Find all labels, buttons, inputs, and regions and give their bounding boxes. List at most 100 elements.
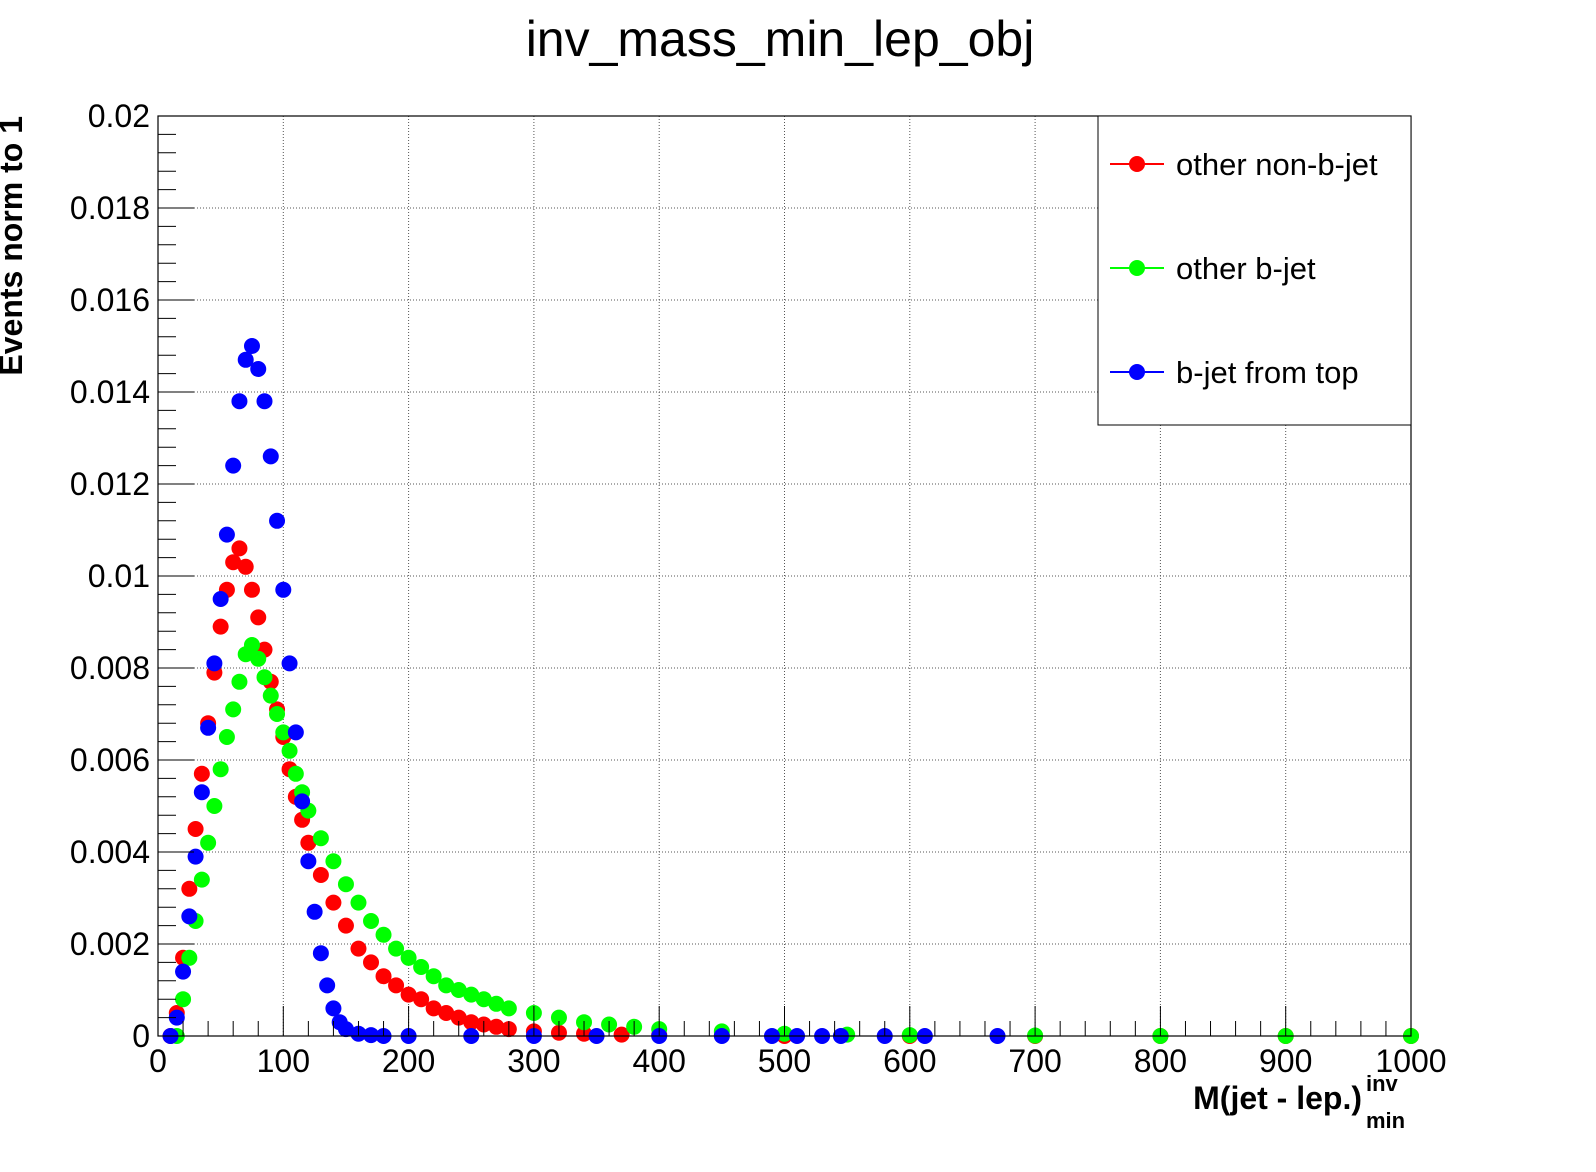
data-point [181,908,198,925]
y-tick-label: 0.018 [70,190,150,226]
x-tick-label: 900 [1259,1043,1312,1079]
data-point [193,765,210,782]
data-point [275,581,292,598]
axis-ticks: 0 100 200 300 400 500 600 700 800 900 1000 0 0.002 0.… [70,98,1447,1079]
legend: other non-b-jet other b-jet b-jet from top [1097,115,1412,426]
data-point [413,991,430,1008]
x-tick-label: 400 [633,1043,686,1079]
legend-label: other non-b-jet [1176,147,1378,182]
series-1 [162,540,1419,1044]
data-point [337,1021,354,1038]
legend-label: b-jet from top [1176,355,1359,390]
data-point [287,724,304,741]
x-tick-label: 600 [883,1043,936,1079]
data-point [269,706,286,722]
data-point [212,761,229,778]
data-point [400,986,417,1003]
data-point [375,926,392,943]
data-point [388,940,405,957]
data-point [337,917,354,934]
data-point [250,361,267,377]
data-point [438,977,455,994]
data-point [231,540,248,557]
data-point [312,830,329,847]
data-point [175,991,192,1008]
y-tick-label: 0.008 [70,650,150,686]
data-point [225,554,242,571]
y-tick-label: 0.012 [70,466,150,502]
legend-entry: b-jet from top [1110,355,1359,390]
data-point [231,673,248,690]
data-point [350,940,367,957]
data-point [187,821,204,837]
x-axis-title-main: M(jet - lep.) [1193,1080,1362,1116]
data-point [256,393,273,410]
data-point [287,765,304,782]
data-point [243,581,260,598]
legend-marker [1129,156,1145,172]
data-point [212,591,229,607]
x-tick-label: 200 [382,1043,435,1079]
legend-entry: other b-jet [1110,251,1316,286]
data-point [225,457,242,474]
data-point [413,959,430,975]
data-point [256,669,273,686]
data-point [181,880,198,897]
data-point [550,1009,567,1026]
legend-marker [1129,364,1145,380]
data-point [250,650,267,667]
data-point [193,784,210,801]
legend-box [1097,115,1412,426]
data-point [243,338,260,354]
data-point [613,1026,630,1043]
data-point [181,949,198,966]
data-point [363,954,380,971]
data-point [306,903,323,920]
data-point [300,853,317,870]
data-point [262,448,279,465]
y-tick-label: 0.006 [70,742,150,778]
data-point [206,798,223,814]
y-tick-label: 0.002 [70,926,150,962]
data-point [212,618,229,635]
data-point [312,945,329,962]
data-point [425,1000,442,1017]
data-point [325,894,342,911]
data-point [250,609,267,626]
data-point [500,1000,517,1017]
data-point [488,1018,505,1035]
data-series [162,338,1419,1044]
y-tick-label: 0.01 [88,558,150,594]
data-point [225,701,242,718]
data-point [206,655,223,672]
x-axis-title-superscript: inv [1366,1071,1399,1096]
data-point [363,1027,380,1044]
data-point [463,1014,480,1031]
x-tick-label: 700 [1008,1043,1061,1079]
data-point [237,558,254,575]
legend-label: other b-jet [1176,251,1316,286]
x-tick-label: 0 [149,1043,167,1079]
data-point [312,867,329,883]
data-point [193,871,210,888]
y-tick-label: 0.004 [70,834,150,870]
y-axis-title: Events norm to 1 [0,116,29,376]
chart-title: inv_mass_min_lep_obj [526,11,1035,67]
x-tick-label: 300 [507,1043,560,1079]
data-point [450,1009,467,1026]
x-tick-label: 500 [758,1043,811,1079]
data-point [281,742,298,759]
data-point [218,729,235,745]
data-point [200,719,217,736]
data-point [281,655,298,672]
data-point [450,982,467,998]
y-tick-label: 0 [132,1018,150,1054]
data-point [237,351,254,368]
y-tick-label: 0.014 [70,374,150,410]
data-point [243,637,260,653]
y-tick-label: 0.016 [70,282,150,318]
data-point [187,848,204,865]
data-point [375,968,392,985]
data-point [425,968,442,985]
